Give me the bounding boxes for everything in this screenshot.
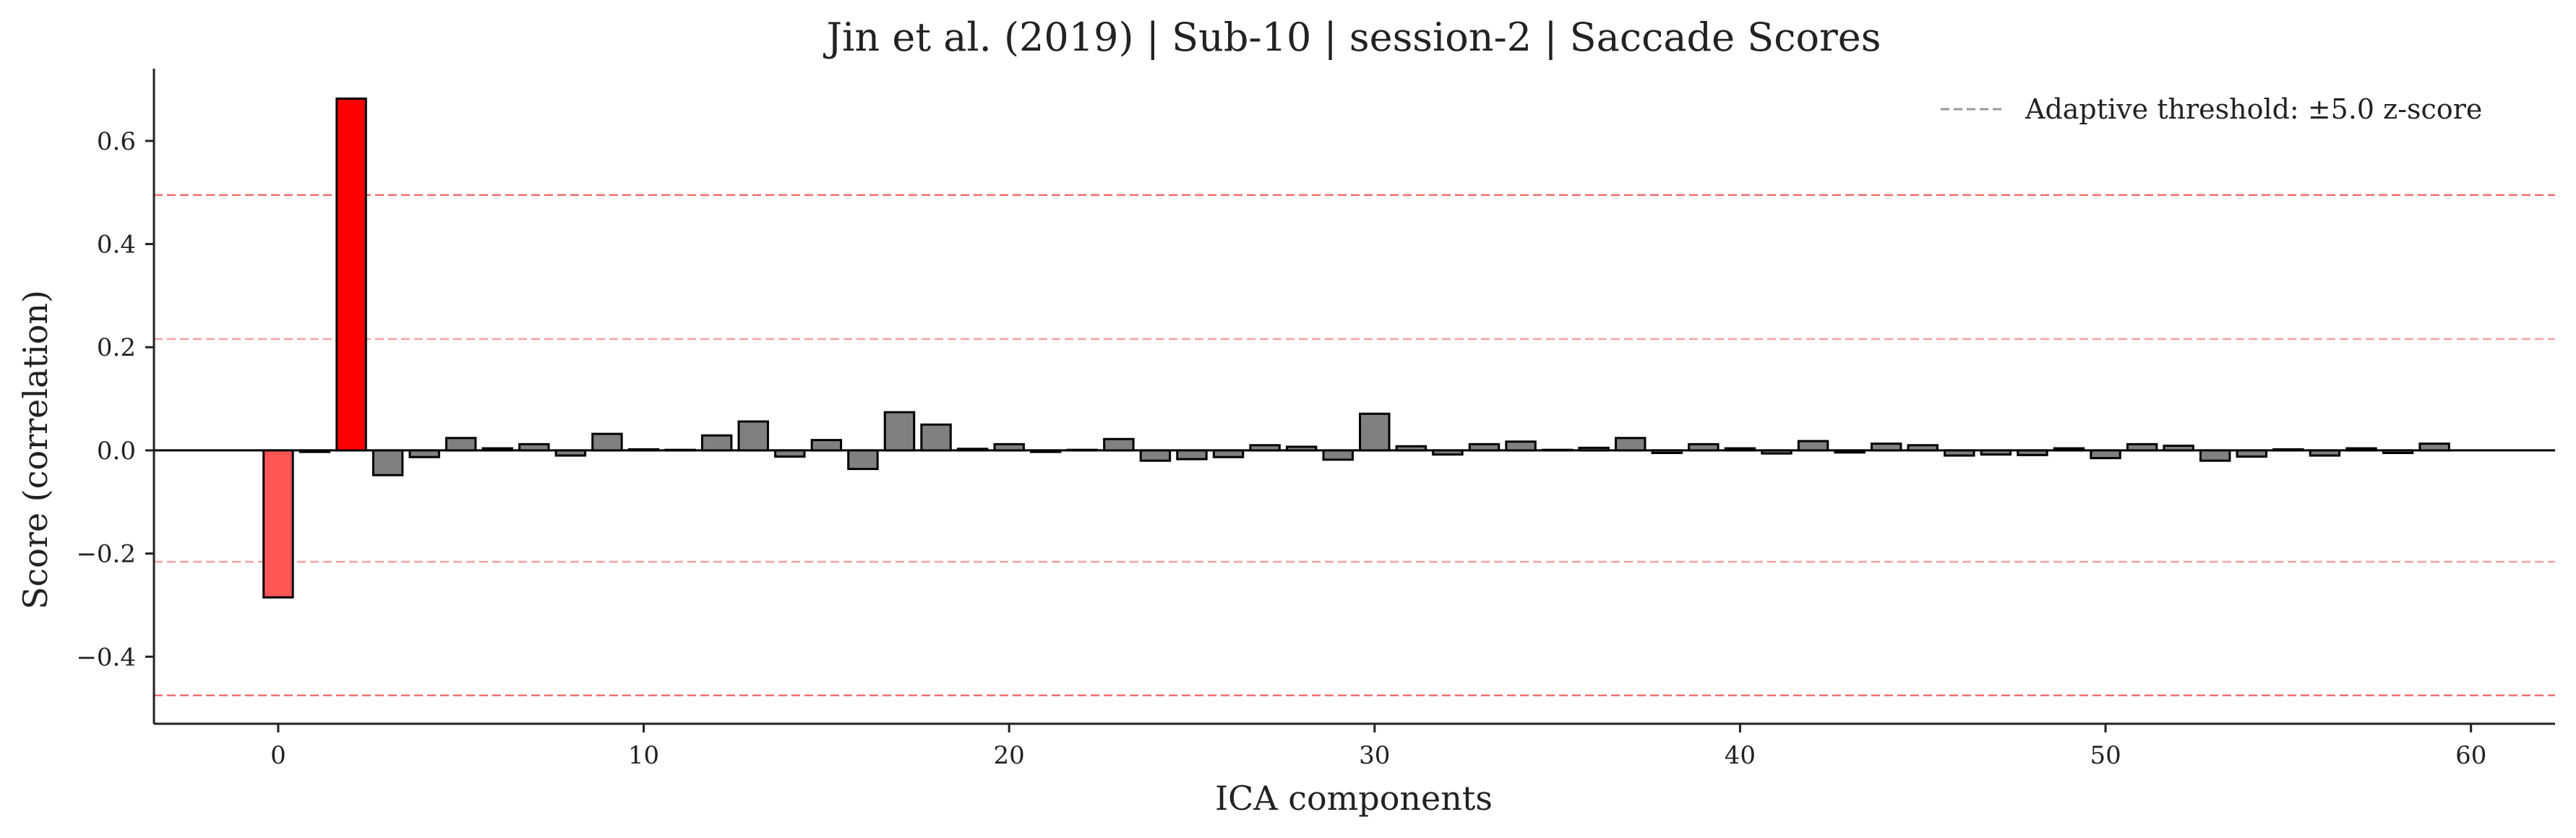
bar (1212, 449, 1245, 458)
bar (2309, 449, 2341, 457)
bar (408, 449, 440, 458)
y-ticks: −0.4 −0.2 0.0 0.2 0.4 0.6 (76, 127, 154, 672)
bar (2272, 448, 2304, 452)
bar (2199, 449, 2231, 462)
x-tick-label: 10 (628, 741, 659, 770)
bar (1944, 449, 1975, 457)
y-tick-label: 0.0 (97, 437, 136, 466)
bar (1724, 447, 1756, 452)
x-ticks: 0 10 20 30 40 50 60 (270, 724, 2486, 770)
bar (554, 449, 587, 457)
bar (1907, 444, 1939, 452)
bar (1870, 442, 1902, 452)
y-tick-label: 0.2 (97, 333, 136, 362)
bar (1468, 442, 1500, 452)
bar (1322, 449, 1354, 461)
bar (1980, 449, 2012, 456)
bar (299, 449, 331, 453)
bar (1578, 446, 1610, 452)
bar (2053, 447, 2085, 452)
bar (1395, 445, 1427, 452)
x-tick-label: 20 (994, 741, 1025, 770)
x-tick-label: 60 (2455, 741, 2486, 770)
bar (372, 449, 404, 476)
bar (335, 97, 367, 452)
bar (262, 449, 294, 599)
bar (591, 432, 623, 452)
bar (2418, 442, 2450, 452)
bar (700, 434, 733, 452)
bar (2382, 449, 2414, 454)
y-tick-label: 0.6 (97, 127, 136, 156)
bar (810, 439, 843, 452)
bar (481, 447, 514, 452)
bar (2236, 449, 2268, 458)
bar (445, 437, 477, 452)
bar (774, 449, 806, 458)
bar (847, 449, 879, 471)
bar (1359, 412, 1391, 452)
bar (1834, 449, 1866, 454)
threshold-lines (154, 194, 2555, 697)
bar (1432, 449, 1464, 456)
x-tick-label: 50 (2090, 741, 2121, 770)
bar (1615, 437, 1647, 452)
x-tick-label: 40 (1725, 741, 1756, 770)
bar (2345, 447, 2377, 452)
bar (2126, 442, 2158, 452)
bar (1285, 445, 1318, 452)
legend-entry-threshold: Adaptive threshold: ±5.0 z-score (2025, 93, 2482, 125)
bar (1797, 440, 1829, 452)
y-tick-label: 0.4 (97, 231, 136, 260)
bar (883, 411, 916, 452)
chart-title: Jin et al. (2019) | Sub-10 | session-2 |… (823, 14, 1881, 60)
bar (1505, 440, 1537, 452)
bar (993, 442, 1025, 452)
bar (627, 448, 660, 452)
y-axis-label: Score (correlation) (16, 290, 55, 610)
bar (2090, 449, 2121, 460)
bar (737, 420, 769, 452)
bar (1688, 442, 1720, 452)
x-tick-label: 0 (270, 741, 286, 770)
y-tick-label: −0.4 (76, 643, 136, 672)
bar (1176, 449, 1208, 461)
bar (518, 442, 550, 452)
y-tick-label: −0.2 (76, 540, 136, 569)
legend: Adaptive threshold: ±5.0 z-score (1941, 93, 2482, 125)
bar (1761, 449, 1793, 455)
bar (1651, 449, 1683, 454)
bar (1030, 449, 1062, 453)
bars (262, 97, 2450, 599)
bar (2017, 449, 2048, 456)
bar (920, 423, 952, 452)
axes: 0 10 20 30 40 50 60 −0.4 −0.2 0.0 0.2 0.4 0.6 (76, 69, 2555, 770)
x-axis-label: ICA components (1215, 779, 1493, 818)
bar (2163, 444, 2194, 452)
bar (1139, 449, 1172, 462)
bar (956, 448, 989, 452)
x-tick-label: 30 (1359, 741, 1390, 770)
bar (1249, 444, 1281, 452)
bar (1103, 437, 1135, 452)
